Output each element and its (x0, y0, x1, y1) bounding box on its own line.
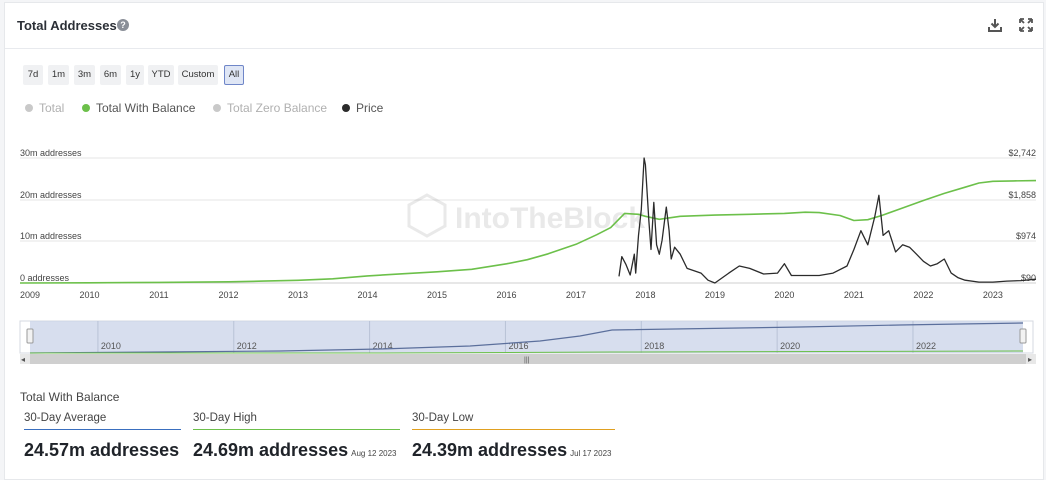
navigator-balance-line (30, 350, 1024, 354)
stat-label: 30-Day High (193, 412, 400, 430)
left-axis-tick: 0 addresses (20, 273, 70, 283)
stat-label: 30-Day Low (412, 412, 615, 430)
x-axis-tick: 2013 (288, 290, 308, 300)
scroll-right-icon[interactable]: ▸ (1028, 355, 1032, 364)
right-axis-tick: $2,742 (1008, 148, 1036, 158)
stat-value-text: 24.39m addresses (412, 440, 568, 460)
stat-30-day-average: 30-Day Average 24.57m addresses (24, 412, 181, 460)
navigator-total-line (29, 322, 1024, 354)
range-custom-button[interactable]: Custom (178, 65, 218, 85)
x-axis-ticks: 2009 2010 2011 2012 2013 2014 2015 2016 2017 2018… (20, 290, 1003, 300)
stat-value: 24.69m addresses Aug 12 2023 (193, 440, 396, 461)
legend-dot (213, 104, 221, 112)
navigator-left-handle[interactable] (26, 328, 34, 344)
x-axis-tick: 2019 (705, 290, 725, 300)
right-axis-tick: $90 (1021, 273, 1036, 283)
range-navigator[interactable]: 2010 2012 2014 2016 2018 2020 2022 ◂ ▸ ||| (19, 320, 1036, 364)
card-title: Total Addresses (17, 18, 117, 33)
navigator-right-handle[interactable] (1019, 328, 1027, 344)
legend-label: Price (356, 101, 384, 115)
download-icon[interactable] (987, 17, 1003, 33)
stat-value: 24.57m addresses (24, 440, 179, 461)
legend-price[interactable]: Price (342, 101, 383, 115)
legend-total-with-balance[interactable]: Total With Balance (82, 101, 195, 115)
legend-dot (25, 104, 33, 112)
stat-value: 24.39m addresses Jul 17 2023 (412, 440, 611, 461)
watermark: IntoTheBlock (407, 193, 645, 238)
navigator-scrollbar-thumb[interactable] (30, 354, 1026, 364)
stat-date: Aug 12 2023 (351, 449, 397, 458)
navigator-tick: 2020 (780, 341, 800, 351)
x-axis-tick: 2009 (20, 290, 40, 300)
right-axis-tick: $1,858 (1008, 190, 1036, 200)
watermark-logo-icon (407, 193, 447, 238)
navigator-tick: 2014 (373, 341, 393, 351)
series-line-price[interactable] (618, 157, 1037, 284)
legend-dot (82, 104, 90, 112)
left-axis-tick: 20m addresses (20, 190, 82, 200)
x-axis-tick: 2011 (149, 290, 168, 300)
scroll-grip-icon[interactable]: ||| (524, 357, 530, 364)
stats-title: Total With Balance (20, 390, 120, 404)
left-axis-tick: 10m addresses (20, 231, 82, 241)
series-layer (19, 157, 1037, 284)
stat-label: 30-Day Average (24, 412, 181, 430)
x-axis-tick: 2014 (357, 290, 377, 300)
legend-label: Total Zero Balance (227, 101, 328, 115)
range-all-button[interactable]: All (224, 65, 244, 85)
x-axis-tick: 2015 (427, 290, 447, 300)
watermark-text: IntoTheBlock (455, 202, 645, 235)
navigator-gridlines: 2010 2012 2014 2016 2018 2020 2022 (97, 321, 936, 353)
range-7d-button[interactable]: 7d (23, 65, 43, 85)
range-1y-button[interactable]: 1y (126, 65, 144, 85)
legend-label: Total With Balance (96, 101, 196, 115)
question-circle-icon[interactable]: ? (117, 19, 129, 31)
legend-total[interactable]: Total (25, 101, 64, 115)
x-axis-tick: 2010 (79, 290, 99, 300)
range-6m-button[interactable]: 6m (100, 65, 121, 85)
series-line-total-with-balance[interactable] (19, 179, 1037, 284)
navigator-tick: 2012 (237, 341, 257, 351)
x-axis-tick: 2022 (913, 290, 933, 300)
stat-value-text: 24.57m addresses (24, 440, 180, 460)
legend-dot (342, 104, 350, 112)
legend-label: Total (39, 101, 65, 115)
x-axis-tick: 2023 (983, 290, 1003, 300)
navigator-tick: 2016 (508, 341, 528, 351)
x-axis-tick: 2021 (844, 290, 864, 300)
gridlines (20, 157, 1036, 284)
right-axis-tick: $974 (1016, 231, 1036, 241)
x-axis-tick: 2012 (218, 290, 238, 300)
x-axis-tick: 2020 (774, 290, 794, 300)
left-axis-tick: 30m addresses (20, 148, 82, 158)
x-axis-tick: 2017 (566, 290, 586, 300)
scroll-left-icon[interactable]: ◂ (21, 355, 25, 364)
stat-30-day-low: 30-Day Low 24.39m addresses Jul 17 2023 (412, 412, 615, 460)
navigator-tick: 2018 (644, 341, 664, 351)
stat-value-text: 24.69m addresses (193, 440, 349, 460)
range-3m-button[interactable]: 3m (74, 65, 95, 85)
range-ytd-button[interactable]: YTD (148, 65, 174, 85)
legend-total-zero-balance[interactable]: Total Zero Balance (213, 101, 327, 115)
stat-30-day-high: 30-Day High 24.69m addresses Aug 12 2023 (193, 412, 400, 460)
expand-icon[interactable] (1018, 17, 1034, 33)
x-axis-tick: 2016 (496, 290, 516, 300)
range-1m-button[interactable]: 1m (48, 65, 69, 85)
card-header: Total Addresses ? (5, 3, 1043, 49)
x-axis-tick: 2018 (635, 290, 655, 300)
navigator-tick: 2010 (101, 341, 121, 351)
navigator-tick: 2022 (916, 341, 936, 351)
stat-date: Jul 17 2023 (570, 449, 612, 458)
